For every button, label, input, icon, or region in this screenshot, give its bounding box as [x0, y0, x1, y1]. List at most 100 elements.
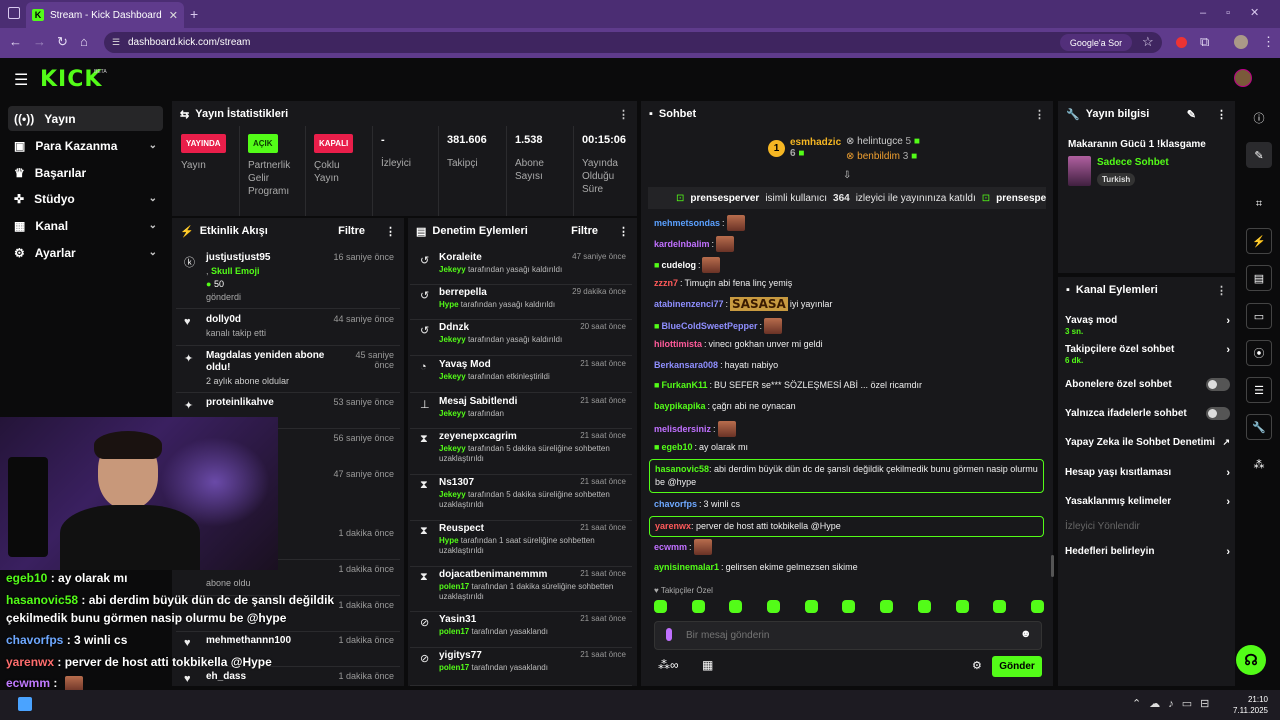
- moderator-name[interactable]: polen17: [439, 627, 470, 636]
- quick-emote-icon[interactable]: [880, 600, 894, 613]
- moderation-target[interactable]: Yasin31: [439, 614, 477, 625]
- more-icon[interactable]: ⋮: [618, 225, 629, 238]
- activity-filter-button[interactable]: Filtre: [338, 225, 365, 237]
- moderator-name[interactable]: Jekeyy: [439, 444, 466, 453]
- nav-item-achievements[interactable]: ♛ Başarılar: [8, 160, 163, 185]
- browser-tab[interactable]: K Stream - Kick Dashboard ✕: [26, 2, 184, 28]
- google-search-button[interactable]: Google'a Sor: [1060, 34, 1132, 51]
- profile-avatar[interactable]: [1234, 35, 1248, 49]
- emotes-only-toggle[interactable]: [1206, 407, 1230, 420]
- quick-emote-icon[interactable]: [955, 600, 969, 613]
- chat-user[interactable]: cudelog: [661, 260, 696, 270]
- nav-item-stream[interactable]: ((•)) Yayın: [8, 106, 163, 131]
- site-info-icon[interactable]: ☰: [112, 37, 121, 47]
- hamburger-menu-icon[interactable]: ☰: [14, 72, 29, 89]
- close-tab-icon[interactable]: ✕: [168, 9, 178, 22]
- moderation-target[interactable]: yigitys77: [439, 650, 482, 661]
- top-gifter-1[interactable]: esmhadzic 6 ■: [790, 137, 842, 159]
- support-headset-icon[interactable]: ☊: [1236, 645, 1266, 675]
- banned-words-item[interactable]: Yasaklanmış kelimeler ›: [1065, 496, 1230, 508]
- send-button[interactable]: Gönder: [992, 656, 1042, 677]
- chat-user[interactable]: mehmetsondas: [654, 218, 721, 228]
- category-name[interactable]: Sadece Sohbet: [1097, 157, 1169, 168]
- reload-icon[interactable]: ↻: [57, 34, 68, 49]
- moderation-target[interactable]: dojacatbenimanemmm: [439, 569, 548, 580]
- activity-name[interactable]: mehmethannn100: [206, 635, 292, 646]
- kick-logo[interactable]: KICK: [40, 67, 103, 92]
- home-icon[interactable]: ⌂: [80, 34, 88, 49]
- bookmark-star-icon[interactable]: ☆: [1142, 34, 1154, 49]
- tag-chip[interactable]: Turkish: [1097, 173, 1136, 186]
- quick-emote-icon[interactable]: [804, 600, 818, 613]
- edit-pencil-icon[interactable]: ✎: [1246, 142, 1272, 168]
- activity-name[interactable]: eh_dass: [206, 671, 247, 682]
- chat-scrollbar[interactable]: [1051, 555, 1054, 577]
- quick-emote-icon[interactable]: [842, 600, 856, 613]
- emoji-icon[interactable]: ☻: [1020, 628, 1032, 640]
- chat-user[interactable]: BlueColdSweetPepper: [661, 321, 758, 331]
- nav-item-studio[interactable]: ✜ Stüdyo ⌄: [8, 186, 163, 211]
- chat-input[interactable]: [686, 626, 1006, 644]
- moderator-name[interactable]: Jekeyy: [439, 490, 466, 499]
- chat-user[interactable]: Berkansara008: [654, 360, 719, 370]
- chat-user[interactable]: ecwmm: [654, 542, 688, 552]
- more-icon[interactable]: ⋮: [1034, 108, 1045, 121]
- moderator-name[interactable]: Hype: [439, 300, 459, 309]
- more-icon[interactable]: ⋮: [1216, 108, 1227, 121]
- wrench-icon[interactable]: 🔧: [1246, 414, 1272, 440]
- moderation-target[interactable]: zeyenepxcagrim: [439, 431, 517, 442]
- moderator-name[interactable]: Hype: [439, 536, 459, 545]
- back-icon[interactable]: ←: [9, 34, 22, 49]
- set-goals-item[interactable]: Hedefleri belirleyin ›: [1065, 546, 1230, 558]
- browser-menu-icon[interactable]: ⋮: [1262, 34, 1275, 49]
- chat-user[interactable]: kardelnbalim: [654, 239, 710, 249]
- chat-user[interactable]: atabinenzenci77: [654, 299, 724, 309]
- moderator-name[interactable]: Jekeyy: [439, 335, 466, 344]
- edit-icon[interactable]: ✎: [1186, 108, 1196, 121]
- community-icon[interactable]: ⁂∞: [658, 658, 679, 672]
- chat-icon[interactable]: ▭: [1246, 303, 1272, 329]
- followers-only-item[interactable]: Takipçilere özel sohbet 6 dk. ›: [1065, 344, 1230, 366]
- nav-item-channel[interactable]: ▦ Kanal ⌄: [8, 213, 163, 238]
- broadcast-icon[interactable]: ⦿: [1246, 340, 1272, 366]
- moderation-target[interactable]: Ddnzk: [439, 322, 469, 333]
- crop-icon[interactable]: ⌗: [1255, 197, 1263, 210]
- info-icon[interactable]: ⓘ: [1253, 113, 1265, 125]
- subs-only-toggle[interactable]: [1206, 378, 1230, 391]
- moderator-name[interactable]: polen17: [439, 663, 470, 672]
- document-icon[interactable]: ▤: [1246, 265, 1272, 291]
- chat-user[interactable]: yarenwx: [655, 521, 692, 531]
- ai-moderation-item[interactable]: Yapay Zeka ile Sohbet Denetimi ↗: [1065, 437, 1230, 448]
- window-controls[interactable]: –▫✕: [1200, 7, 1280, 19]
- moderator-name[interactable]: Jekeyy: [439, 409, 466, 418]
- extension-icon[interactable]: [1176, 37, 1187, 48]
- nav-item-settings[interactable]: ⚙ Ayarlar ⌄: [8, 240, 163, 265]
- chat-user[interactable]: melisdersiniz: [654, 424, 712, 434]
- nav-item-monetization[interactable]: ▣ Para Kazanma ⌄: [8, 133, 163, 158]
- moderation-target[interactable]: Mesaj Sabitlendi: [439, 396, 518, 407]
- moderation-target[interactable]: Reuspect: [439, 523, 485, 534]
- moderation-target[interactable]: Ns1307: [439, 477, 475, 488]
- emotes-only-item[interactable]: Yalnızca ifadelerle sohbet: [1065, 407, 1230, 420]
- chat-user[interactable]: FurkanK11: [661, 380, 708, 390]
- start-icon[interactable]: [18, 697, 32, 711]
- top-gifter-3[interactable]: ⊗ benbildim 3 ■: [846, 151, 918, 162]
- raid-user[interactable]: prensesperver: [996, 192, 1046, 204]
- activity-name[interactable]: dolly0d: [206, 314, 242, 325]
- clock[interactable]: 21:10 7.11.2025: [1224, 694, 1268, 716]
- user-avatar[interactable]: [1234, 69, 1252, 87]
- chat-user[interactable]: baypikapika: [654, 401, 706, 411]
- collapse-icon[interactable]: ⇩: [843, 170, 852, 181]
- chat-user[interactable]: zzzn7: [654, 278, 679, 288]
- more-icon[interactable]: ⋮: [1216, 284, 1227, 297]
- moderator-name[interactable]: polen17: [439, 582, 470, 591]
- more-icon[interactable]: ⋮: [618, 108, 629, 121]
- quick-emote-icon[interactable]: [917, 600, 931, 613]
- gift-icon[interactable]: ▦: [702, 658, 714, 672]
- url-field[interactable]: dashboard.kick.com/stream: [104, 32, 1162, 53]
- chat-user[interactable]: hasanovic58: [655, 464, 710, 474]
- more-icon[interactable]: ⋮: [385, 225, 396, 238]
- extensions-puzzle-icon[interactable]: ⧉: [1200, 34, 1210, 49]
- quick-emote-icon[interactable]: [654, 600, 667, 613]
- mic-icon[interactable]: [666, 628, 672, 641]
